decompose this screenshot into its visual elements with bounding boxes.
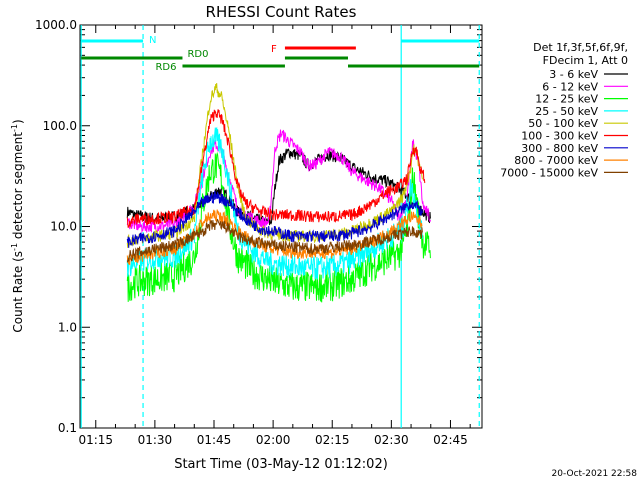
y-tick-label: 0.1 (58, 421, 77, 435)
state-bar-label: RD0 (187, 49, 208, 60)
y-axis-label: Count Rate (s-1 detector segment-1) (10, 119, 25, 332)
series-line (126, 109, 426, 228)
x-tick-label: 01:45 (197, 433, 232, 447)
legend: Det 1f,3f,5f,6f,9f, FDecim 1, Att 0 3 - … (500, 41, 628, 179)
x-tick-label: 01:30 (138, 433, 173, 447)
legend-label: 300 - 800 keV (521, 142, 598, 155)
chart-title: RHESSI Count Rates (206, 3, 357, 21)
series-lines (126, 83, 431, 303)
x-tick-label: 01:15 (78, 433, 113, 447)
x-axis-label: Start Time (03-May-12 01:12:02) (174, 457, 388, 472)
y-tick-label: 1.0 (58, 320, 77, 334)
x-tick-label: 02:15 (315, 433, 350, 447)
x-tick-label: 02:45 (433, 433, 468, 447)
state-bar-label: F (271, 44, 277, 55)
series-line (126, 129, 431, 234)
y-axis: 0.1 1.0 10.0 100.0 1000.0 (35, 18, 482, 435)
footer-timestamp: 20-Oct-2021 22:58 (552, 469, 638, 479)
x-tick-label: 02:00 (256, 433, 291, 447)
legend-title-line-1: Det 1f,3f,5f,6f,9f, (533, 41, 628, 54)
legend-title-line-2: FDecim 1, Att 0 (543, 54, 628, 67)
legend-label: 25 - 50 keV (535, 105, 598, 118)
y-tick-label: 1000.0 (35, 18, 77, 32)
legend-label: 800 - 7000 keV (514, 154, 598, 167)
series-line (126, 148, 431, 228)
x-axis: 01:15 01:30 01:45 02:00 02:15 02:30 02:45 (78, 25, 471, 447)
series-line (126, 218, 423, 263)
legend-label: 6 - 12 keV (542, 80, 598, 93)
legend-label: 100 - 300 keV (521, 130, 598, 143)
series-line (126, 151, 431, 303)
x-tick-label: 02:30 (374, 433, 409, 447)
series-line (126, 190, 423, 248)
y-tick-label: 10.0 (50, 220, 77, 234)
legend-label: 7000 - 15000 keV (500, 166, 598, 179)
legend-label: 12 - 25 keV (535, 93, 598, 106)
legend-label: 50 - 100 keV (528, 117, 598, 130)
state-bar-label: RD6 (155, 62, 176, 73)
state-bars: N F RD0 RD6 (81, 35, 480, 73)
y-tick-label: 100.0 (43, 119, 77, 133)
state-bar-label: N (149, 35, 156, 46)
legend-label: 3 - 6 keV (549, 68, 598, 81)
